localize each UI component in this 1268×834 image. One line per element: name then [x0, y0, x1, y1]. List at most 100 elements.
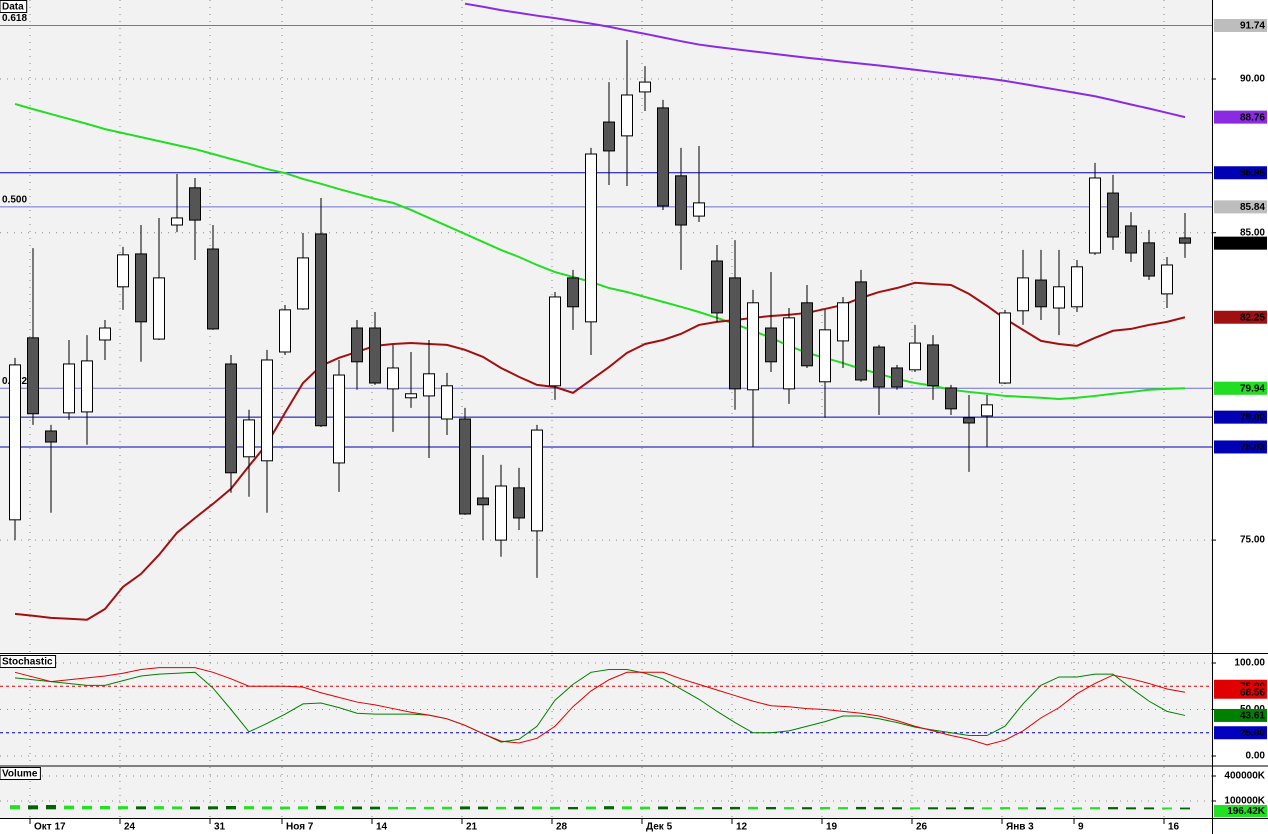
line: [14, 669, 1186, 743]
volume-bar: [586, 806, 596, 810]
candle-body: [27, 337, 39, 415]
candle-body: [567, 277, 579, 308]
panel-title: Volume: [2, 769, 38, 780]
candle-body: [873, 346, 885, 388]
candle-body: [297, 257, 309, 310]
y-tick-label: 0.00: [1246, 751, 1266, 762]
candle-body: [1125, 225, 1137, 254]
volume-bar: [118, 806, 128, 810]
panel-title-box: [0, 655, 57, 668]
stochastic-panel: [0, 655, 1212, 765]
volume-bar: [1000, 807, 1010, 810]
volume-bar: [964, 807, 974, 810]
volume-bar: [532, 806, 542, 810]
candle-body: [513, 487, 525, 519]
candle-body: [1143, 242, 1155, 277]
candle-body: [693, 202, 705, 217]
candle-body: [1107, 192, 1119, 238]
volume-bar: [298, 806, 308, 810]
series-end-label: 68.56: [1240, 687, 1265, 698]
y-tick-label: 100000K: [1224, 796, 1265, 807]
candle-body: [639, 81, 651, 93]
candle-body: [945, 387, 957, 410]
series-end-label: 43.61: [1240, 711, 1265, 722]
volume-bar: [1126, 807, 1136, 810]
level-label: 91.74: [1240, 21, 1265, 32]
volume-bar: [100, 806, 110, 810]
candle-body: [441, 385, 453, 420]
y-tick-label: 400000K: [1224, 771, 1265, 782]
volume-bar: [676, 806, 686, 810]
candle-body: [171, 217, 183, 226]
volume-bar: [424, 806, 434, 810]
candle-body: [549, 296, 561, 387]
y-tick-label: 90.00: [1240, 74, 1265, 85]
candle-body: [387, 367, 399, 390]
candle-body: [621, 94, 633, 137]
candle-body: [495, 485, 507, 541]
volume-bar: [172, 806, 182, 810]
volume-plot: [0, 767, 1212, 818]
volume-bar: [712, 807, 722, 810]
volume-bar: [190, 806, 200, 810]
volume-bar: [442, 806, 452, 810]
volume-bar: [10, 805, 20, 810]
x-tick-label: 28: [556, 822, 568, 833]
volume-bar: [334, 806, 344, 810]
candle-body: [603, 121, 615, 152]
volume-bar: [748, 806, 758, 810]
volume-bar: [982, 807, 992, 810]
volume-bar: [946, 807, 956, 810]
volume-bar: [568, 807, 578, 810]
volume-bar: [316, 805, 326, 810]
last-price-label: 84.66: [1240, 238, 1265, 249]
level-label: 86.95: [1240, 168, 1265, 179]
level-label: 25.00: [1240, 728, 1265, 739]
volume-bar: [640, 806, 650, 810]
series-end-label: 79.94: [1240, 383, 1265, 394]
candle-body: [765, 327, 777, 363]
volume-bar: [244, 806, 254, 810]
volume-bar: [28, 805, 38, 810]
candle-body: [315, 233, 327, 427]
x-tick-label: 26: [916, 822, 928, 833]
candle-body: [1053, 286, 1065, 309]
candle-body: [279, 309, 291, 353]
series-end-label-box: [1214, 310, 1267, 324]
x-tick-label: 16: [1168, 822, 1180, 833]
candle-body: [405, 393, 417, 399]
volume-bar: [352, 806, 362, 810]
volume-bar: [460, 806, 470, 810]
level-label: 78.03: [1240, 442, 1265, 453]
series-end-label: 82.25: [1240, 312, 1265, 323]
volume-bar: [910, 807, 920, 810]
volume-bar: [694, 807, 704, 810]
candle-body: [225, 363, 237, 474]
volume-bar: [766, 807, 776, 810]
series-end-label: 88.76: [1240, 112, 1265, 123]
line: [14, 102, 1186, 401]
level-label: 85.84: [1240, 202, 1265, 213]
volume-bar: [154, 806, 164, 810]
candle-body: [81, 360, 93, 413]
volume-bar: [1108, 807, 1118, 810]
x-tick-label: 31: [214, 822, 226, 833]
volume-bar: [370, 806, 380, 810]
series-end-label-box: [1214, 110, 1267, 124]
fib-label: 0.618: [2, 13, 27, 24]
panel-title: Data: [2, 2, 24, 13]
level-label-box: [1214, 19, 1267, 33]
candle-body: [135, 253, 147, 323]
candle-body: [189, 187, 201, 221]
candle-body: [891, 367, 903, 388]
volume-bar: [64, 805, 74, 810]
volume-bar: [604, 806, 614, 810]
candle-body: [261, 359, 273, 462]
candle-body: [675, 175, 687, 226]
volume-bar: [136, 806, 146, 810]
volume-bar: [892, 807, 902, 810]
series-end-label-box: [1214, 381, 1267, 395]
x-tick-label: 21: [466, 822, 478, 833]
candle-body: [927, 344, 939, 387]
